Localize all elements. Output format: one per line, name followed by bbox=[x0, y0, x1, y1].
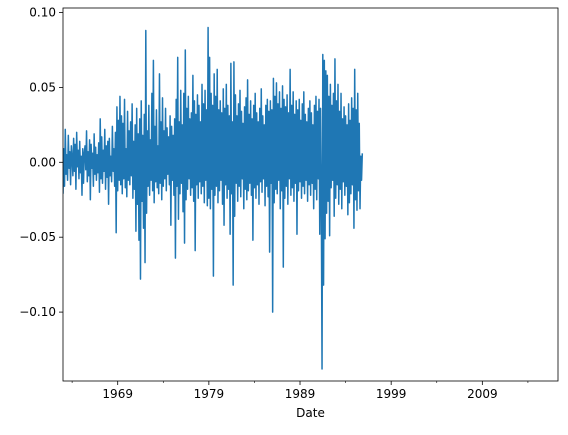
x-tick-label: 1989 bbox=[285, 387, 316, 401]
y-tick-label: 0.10 bbox=[29, 5, 56, 19]
axes-frame bbox=[62, 7, 559, 382]
y-tick-label: 0.05 bbox=[29, 80, 56, 94]
axes: −0.10 −0.05 0.00 0.05 0.10 1969 1979 1989 1999 20… bbox=[19, 5, 529, 401]
plot-area bbox=[63, 26, 364, 370]
x-tick-label: 1969 bbox=[102, 387, 133, 401]
x-axis-label: Date bbox=[296, 406, 325, 420]
x-tick-label: 2009 bbox=[467, 387, 498, 401]
x-tick-label: 1999 bbox=[376, 387, 407, 401]
series-line-0 bbox=[63, 26, 364, 370]
y-tick-label: −0.05 bbox=[19, 230, 56, 244]
y-tick-label: −0.10 bbox=[19, 305, 56, 319]
y-tick-label: 0.00 bbox=[29, 155, 56, 169]
x-tick-label: 1979 bbox=[194, 387, 225, 401]
